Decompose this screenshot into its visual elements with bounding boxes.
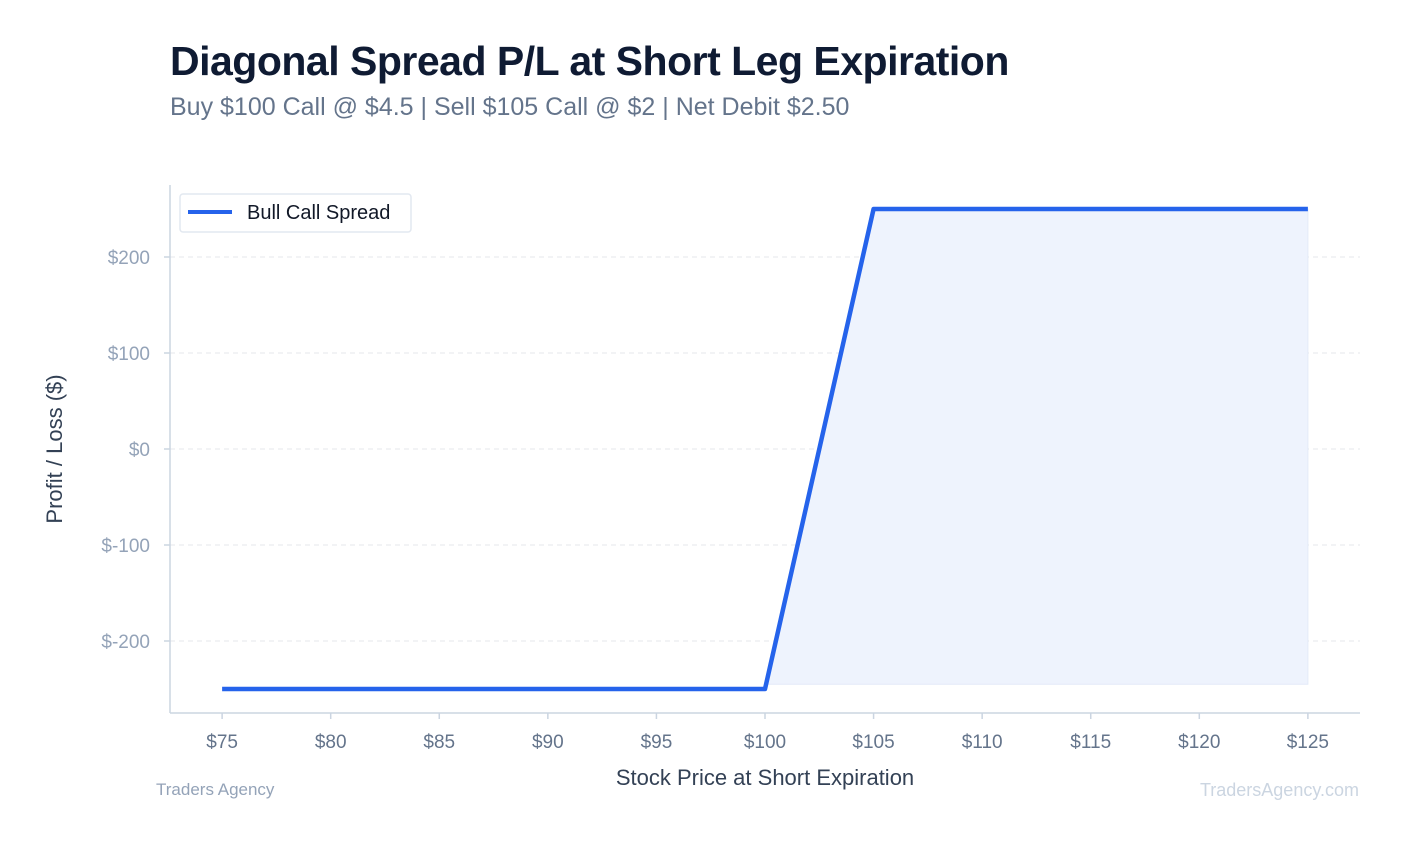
x-axis-label: Stock Price at Short Expiration — [616, 765, 914, 790]
x-tick-label: $80 — [315, 732, 347, 753]
footer-brand: Traders Agency — [156, 780, 275, 799]
series-line-bull-call-spread — [222, 206, 1308, 692]
x-tick-label: $120 — [1178, 732, 1220, 753]
x-tick-label: $115 — [1070, 732, 1111, 753]
chart-title: Diagonal Spread P/L at Short Leg Expirat… — [170, 38, 1009, 84]
y-tick-label: $200 — [108, 248, 150, 269]
footer-url[interactable]: TradersAgency.com — [1199, 780, 1359, 800]
x-tick-label: $90 — [532, 732, 564, 753]
y-tick-label: $-100 — [101, 536, 150, 557]
legend-box — [179, 193, 412, 233]
x-tick-label: $105 — [852, 732, 894, 753]
x-tick-label: $125 — [1287, 732, 1329, 753]
chart-subtitle: Buy $100 Call @ $4.5 | Sell $105 Call @ … — [170, 93, 850, 121]
x-tick-label: $110 — [962, 732, 1003, 753]
x-tick-label: $75 — [206, 732, 238, 753]
x-axis-ticks: $75 $80 $85 $90 $95 $100 $105 $110 $115 $120 $125 — [206, 713, 1329, 753]
legend: Bull Call Spread — [179, 193, 412, 233]
x-tick-label: $95 — [641, 732, 673, 753]
y-tick-label: $-200 — [101, 632, 150, 653]
x-tick-label: $100 — [744, 732, 786, 753]
profit-shaded-area — [764, 208, 1309, 690]
legend-label: Bull Call Spread — [247, 202, 390, 224]
x-tick-label: $85 — [423, 732, 455, 753]
y-tick-label: $100 — [108, 344, 150, 365]
y-axis-ticks: $200 $100 $0 $-100 $-200 — [101, 248, 170, 653]
y-tick-label: $0 — [129, 440, 150, 461]
y-axis-label: Profit / Loss ($) — [42, 374, 67, 523]
